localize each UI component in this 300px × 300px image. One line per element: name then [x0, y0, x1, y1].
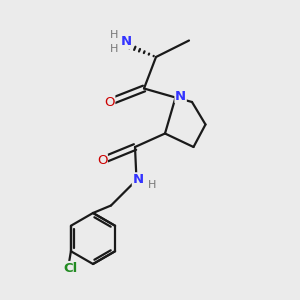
Text: H: H — [148, 180, 156, 190]
Text: N: N — [121, 35, 132, 49]
Text: H: H — [110, 30, 118, 40]
Text: O: O — [97, 154, 107, 167]
Text: H: H — [110, 44, 118, 54]
Text: O: O — [104, 95, 115, 109]
Text: N: N — [132, 173, 144, 186]
Text: Cl: Cl — [63, 262, 77, 275]
Text: N: N — [175, 89, 186, 103]
